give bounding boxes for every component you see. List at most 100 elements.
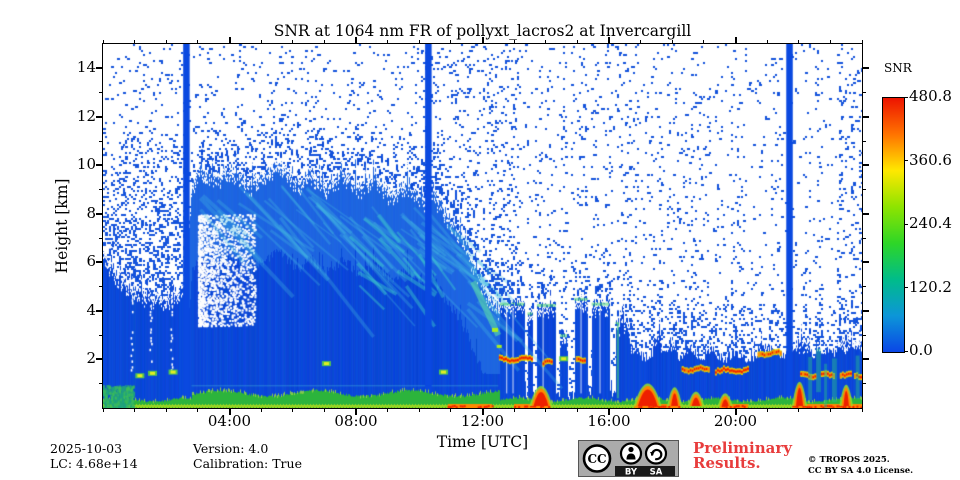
tick-mark [798,40,800,44]
tick-mark [862,286,866,288]
tick-mark [292,40,294,44]
tick-mark [862,67,869,70]
y-tick-label: 8 [86,203,96,222]
tick-mark [387,40,389,44]
tick-mark [904,223,908,225]
tick-mark [355,408,357,415]
tick-mark [576,408,578,412]
tick-mark [134,408,136,412]
tick-mark [862,334,866,336]
tick-mark [481,37,484,44]
version-label: Version: 4.0 [193,441,269,456]
cc-badge-graphic: CC BY SA [582,442,675,478]
colorbar-tick-label: 240.4 [909,214,952,232]
cc-icon-text: CC [587,452,606,466]
plot-frame [102,43,863,409]
x-tick-label: 08:00 [334,412,378,430]
tick-mark [904,350,908,352]
tick-mark [829,408,831,412]
tick-mark [861,40,863,44]
tick-mark [102,408,104,412]
cc-icon [582,444,612,473]
tick-mark [450,408,452,412]
tick-mark [829,40,831,44]
tick-mark [862,237,866,239]
tick-mark [96,261,103,264]
tick-mark [862,309,869,312]
tick-mark [766,40,768,44]
tick-mark [197,40,199,44]
preliminary-results-label: Preliminary Results. [693,441,792,471]
tick-mark [292,408,294,412]
y-tick-label: 2 [86,349,96,368]
tick-mark [96,212,103,215]
tick-mark [96,115,103,118]
tick-mark [862,92,866,94]
tick-mark [99,189,103,191]
tick-mark [387,408,389,412]
tick-mark [99,237,103,239]
tick-mark [545,408,547,412]
y-tick-label: 10 [76,155,96,174]
tick-mark [734,37,737,44]
colorbar-tick-label: 480.8 [909,87,952,105]
tick-mark [355,37,357,44]
tick-mark [418,40,420,44]
tick-mark [608,37,610,44]
license-label: CC BY SA 4.0 License. [808,466,914,476]
x-tick-label: 12:00 [460,412,505,430]
tick-mark [228,408,231,415]
tick-mark [260,408,262,412]
tick-mark [450,40,452,44]
tick-mark [862,212,869,215]
y-tick-label: 12 [76,106,96,125]
preliminary-line2: Results. [693,454,761,472]
tick-mark [260,40,262,44]
tick-mark [904,287,908,288]
tick-mark [576,40,578,44]
tick-mark [102,40,104,44]
tick-mark [134,40,136,44]
colorbar-tick-label: 0.0 [909,341,933,359]
colorbar-title: SNR [884,61,912,75]
tick-mark [640,408,642,412]
tick-mark [703,408,705,412]
tick-mark [862,383,866,385]
tick-mark [197,408,199,412]
tick-mark [766,408,768,412]
tick-mark [96,358,103,361]
copyright-label: © TROPOS 2025. [808,455,890,465]
sa-label: SA [650,468,663,477]
tick-mark [96,164,103,167]
x-axis-label: Time [UTC] [436,433,529,451]
tick-mark [228,37,231,44]
sa-arrow-icon [644,442,668,465]
tick-mark [862,189,866,191]
tick-mark [904,96,908,98]
tick-mark [165,40,167,44]
y-tick-label: 14 [76,58,96,77]
tick-mark [99,383,103,385]
tick-mark [703,40,705,44]
lidar-constant-label: LC: 4.68e+14 [50,456,138,471]
tick-mark [165,408,167,412]
chart-title: SNR at 1064 nm FR of pollyxt_lacros2 at … [273,22,692,40]
x-tick-label: 04:00 [207,412,252,430]
tick-mark [734,408,737,415]
colorbar-gradient [882,97,905,353]
preliminary-line1: Preliminary [693,439,792,457]
tick-mark [862,164,869,167]
colorbar-tick-label: 120.2 [909,277,952,296]
tick-mark [671,408,673,412]
tick-mark [513,408,515,412]
tick-mark [861,408,863,412]
tick-mark [862,115,869,118]
tick-mark [545,40,547,44]
cc-license-badge[interactable]: CC BY SA [578,440,679,478]
tick-mark [862,358,869,361]
tick-mark [862,140,866,142]
tick-mark [99,140,103,142]
tick-mark [99,286,103,288]
y-tick-label: 4 [86,300,96,319]
